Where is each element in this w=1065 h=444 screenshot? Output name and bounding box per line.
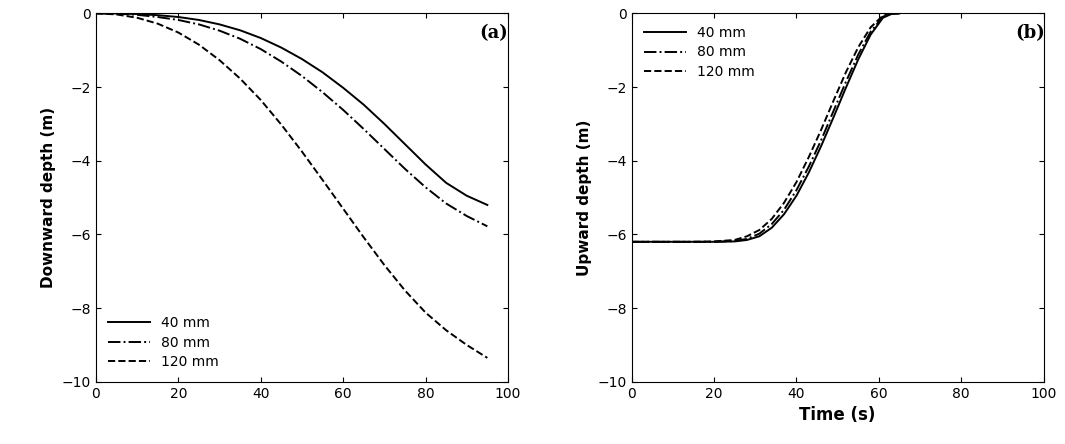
Legend: 40 mm, 80 mm, 120 mm: 40 mm, 80 mm, 120 mm <box>103 311 225 375</box>
Legend: 40 mm, 80 mm, 120 mm: 40 mm, 80 mm, 120 mm <box>639 20 760 84</box>
Y-axis label: Downward depth (m): Downward depth (m) <box>42 107 56 288</box>
Text: (a): (a) <box>479 24 508 42</box>
Text: (b): (b) <box>1015 24 1045 42</box>
Y-axis label: Upward depth (m): Upward depth (m) <box>577 119 592 276</box>
X-axis label: Time (s): Time (s) <box>800 406 875 424</box>
